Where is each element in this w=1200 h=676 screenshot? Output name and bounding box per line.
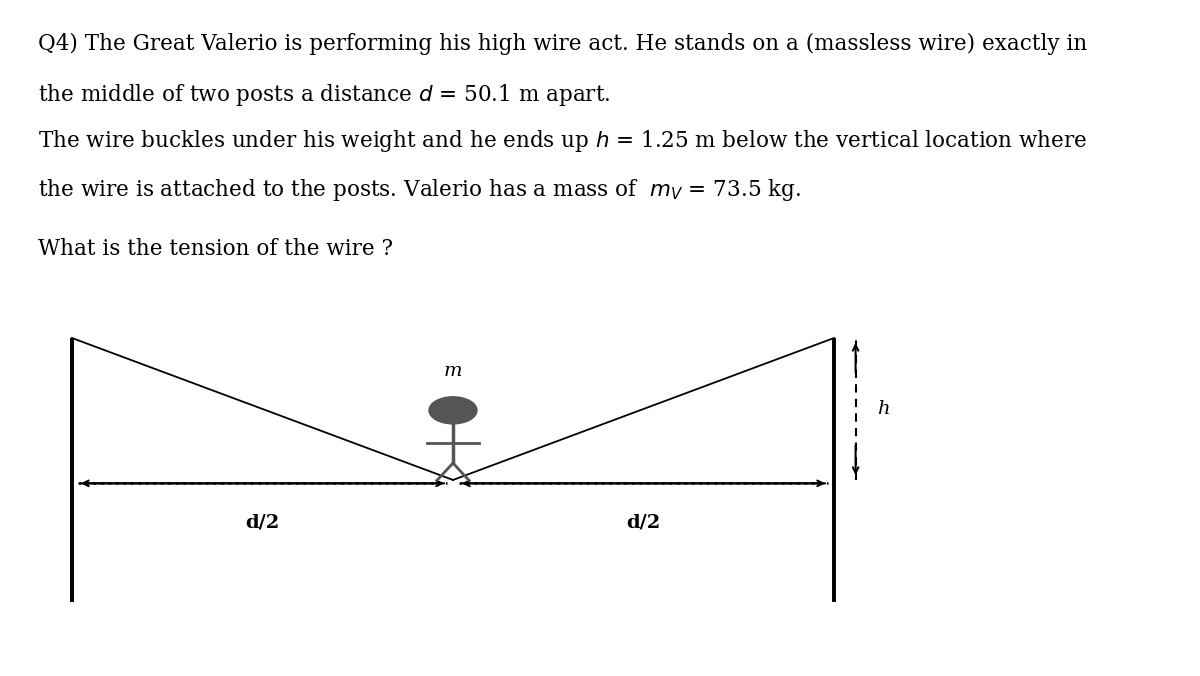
Text: m: m <box>444 362 462 380</box>
Text: What is the tension of the wire ?: What is the tension of the wire ? <box>38 238 394 260</box>
Text: h: h <box>877 400 889 418</box>
Text: the wire is attached to the posts. Valerio has a mass of  $m_V$ = 73.5 kg.: the wire is attached to the posts. Valer… <box>38 177 802 203</box>
Text: d/2: d/2 <box>245 514 280 532</box>
Text: d/2: d/2 <box>626 514 661 532</box>
Circle shape <box>430 397 476 424</box>
Text: the middle of two posts a distance $d$ = 50.1 m apart.: the middle of two posts a distance $d$ =… <box>38 82 611 107</box>
Text: Q4) The Great Valerio is performing his high wire act. He stands on a (massless : Q4) The Great Valerio is performing his … <box>38 32 1087 55</box>
Text: The wire buckles under his weight and he ends up $h$ = 1.25 m below the vertical: The wire buckles under his weight and he… <box>38 128 1088 153</box>
